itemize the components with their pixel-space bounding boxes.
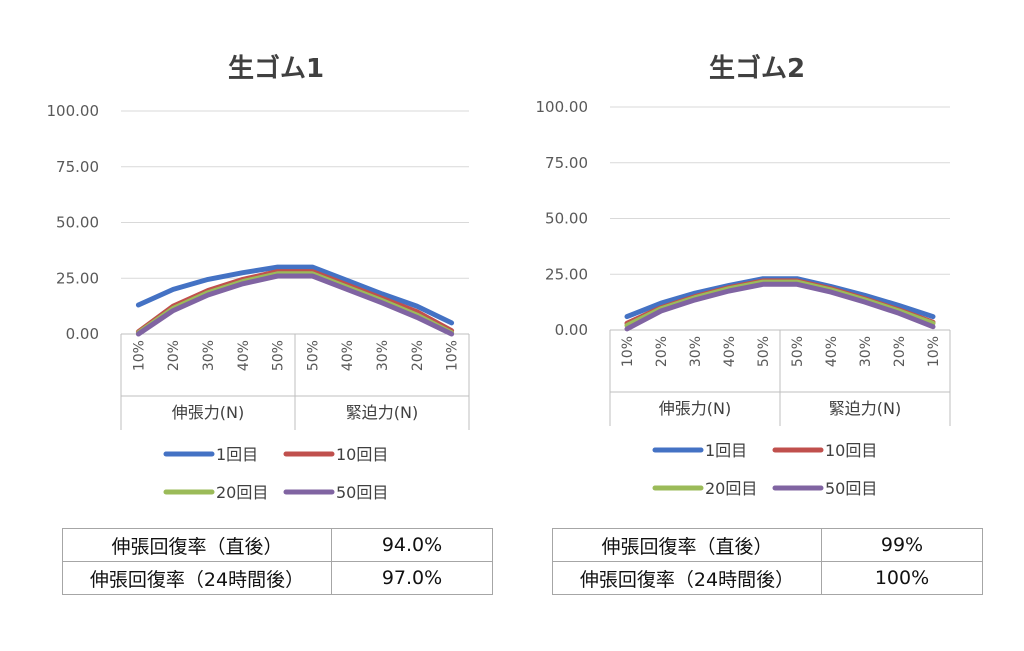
x-tick-label: 50%: [271, 340, 287, 371]
table-row: 伸張回復率（24時間後） 100%: [552, 561, 983, 595]
legend-label: 20回目: [705, 479, 757, 498]
table-cell-label: 伸張回復率（24時間後）: [552, 561, 822, 595]
legend-label: 1回目: [216, 445, 258, 464]
legend-label: 1回目: [705, 441, 747, 460]
table-row: 伸張回復率（24時間後） 97.0%: [62, 561, 493, 595]
x-tick-label: 40%: [236, 340, 252, 371]
table-cell-value: 97.0%: [331, 561, 493, 595]
x-tick-label: 40%: [340, 340, 356, 371]
category-group-label: 緊迫力(N): [346, 403, 418, 422]
chart-panel-2: 生ゴム2 0.00 25.00 50.00 75.00 100.00 10% 20% 30% 40…: [512, 0, 1024, 651]
category-group-label: 伸張力(N): [172, 403, 244, 422]
x-tick-label: 10%: [131, 340, 147, 371]
legend-label: 20回目: [216, 483, 268, 502]
x-tick-label: 20%: [654, 336, 670, 367]
y-tick-label: 100.00: [47, 102, 100, 120]
x-tick-label: 50%: [305, 340, 321, 371]
x-tick-label: 40%: [824, 336, 840, 367]
y-tick-label: 25.00: [545, 265, 588, 283]
legend-label: 50回目: [336, 483, 388, 502]
x-tick-label: 50%: [756, 336, 772, 367]
table-cell-label: 伸張回復率（24時間後）: [62, 561, 332, 595]
line-chart-2: 生ゴム2 0.00 25.00 50.00 75.00 100.00 10% 20% 30% 40…: [536, 53, 951, 498]
x-tick-label: 20%: [410, 340, 426, 371]
x-tick-label: 50%: [790, 336, 806, 367]
y-tick-label: 25.00: [56, 269, 99, 287]
recovery-table-1: 伸張回復率（直後） 94.0% 伸張回復率（24時間後） 97.0%: [62, 528, 493, 595]
y-tick-label: 0.00: [555, 321, 588, 339]
x-tick-label: 20%: [166, 340, 182, 371]
x-tick-label: 10%: [620, 336, 636, 367]
y-tick-label: 75.00: [56, 158, 99, 176]
legend-label: 10回目: [825, 441, 877, 460]
series-line: [135, 264, 455, 326]
table-row: 伸張回復率（直後） 94.0%: [62, 528, 493, 562]
table-cell-label: 伸張回復率（直後）: [62, 528, 332, 562]
legend-label: 10回目: [336, 445, 388, 464]
x-tick-label: 30%: [201, 340, 217, 371]
category-group-label: 伸張力(N): [659, 399, 731, 418]
table-row: 伸張回復率（直後） 99%: [552, 528, 983, 562]
x-tick-label: 10%: [445, 340, 461, 371]
line-chart-1: 生ゴム1 0.00 25.00 50.00 75.00 100.00 10% 20% 30% 40…: [47, 53, 470, 502]
chart-title: 生ゴム1: [228, 53, 324, 84]
category-group-label: 緊迫力(N): [829, 399, 901, 418]
x-tick-label: 30%: [858, 336, 874, 367]
y-tick-label: 100.00: [536, 98, 589, 116]
table-cell-label: 伸張回復率（直後）: [552, 528, 822, 562]
table-cell-value: 100%: [821, 561, 983, 595]
y-tick-label: 75.00: [545, 154, 588, 172]
legend-label: 50回目: [825, 479, 877, 498]
y-tick-label: 50.00: [545, 210, 588, 228]
y-tick-label: 0.00: [66, 325, 99, 343]
x-tick-label: 20%: [892, 336, 908, 367]
table-cell-value: 94.0%: [331, 528, 493, 562]
chart-title: 生ゴム2: [709, 53, 805, 84]
x-tick-label: 40%: [722, 336, 738, 367]
recovery-table-2: 伸張回復率（直後） 99% 伸張回復率（24時間後） 100%: [552, 528, 983, 595]
x-tick-label: 30%: [375, 340, 391, 371]
table-cell-value: 99%: [821, 528, 983, 562]
series-line: [135, 273, 455, 337]
chart-panel-1: 生ゴム1 0.00 25.00 50.00 75.00 100.00 10% 20% 30% 40…: [47, 53, 493, 595]
y-tick-label: 50.00: [56, 214, 99, 232]
series-line: [624, 281, 936, 332]
x-tick-label: 30%: [688, 336, 704, 367]
x-tick-label: 10%: [926, 336, 942, 367]
